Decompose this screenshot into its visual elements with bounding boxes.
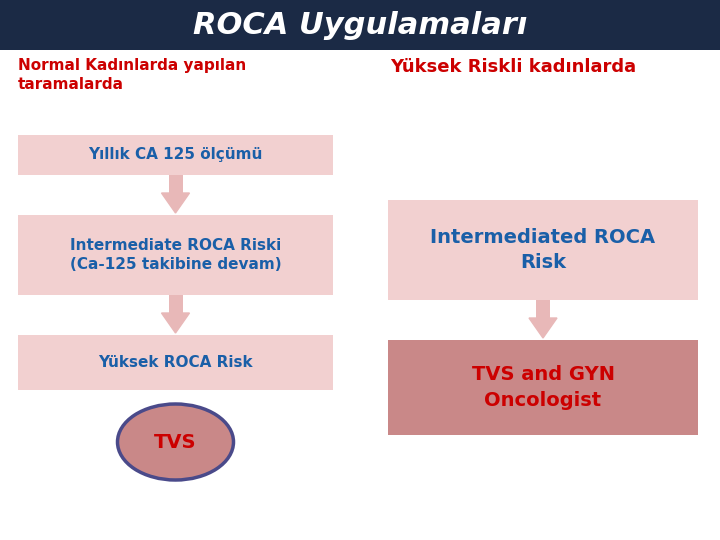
FancyBboxPatch shape <box>536 300 550 318</box>
Polygon shape <box>161 313 189 333</box>
Text: TVS: TVS <box>154 433 197 451</box>
FancyBboxPatch shape <box>18 335 333 390</box>
Text: Yıllık CA 125 ölçümü: Yıllık CA 125 ölçümü <box>89 147 263 163</box>
FancyBboxPatch shape <box>168 295 182 313</box>
FancyBboxPatch shape <box>0 0 720 50</box>
Ellipse shape <box>117 404 233 480</box>
Text: Intermediated ROCA
Risk: Intermediated ROCA Risk <box>431 228 656 272</box>
FancyBboxPatch shape <box>388 200 698 300</box>
Text: ROCA Uygulamaları: ROCA Uygulamaları <box>193 10 527 39</box>
Text: Yüksek Riskli kadınlarda: Yüksek Riskli kadınlarda <box>390 58 636 76</box>
Polygon shape <box>161 193 189 213</box>
FancyBboxPatch shape <box>388 340 698 435</box>
Text: Normal Kadınlarda yapılan
taramalarda: Normal Kadınlarda yapılan taramalarda <box>18 58 246 92</box>
Polygon shape <box>529 318 557 338</box>
Text: Intermediate ROCA Riski
(Ca-125 takibine devam): Intermediate ROCA Riski (Ca-125 takibine… <box>70 238 282 272</box>
FancyBboxPatch shape <box>168 175 182 193</box>
Text: Yüksek ROCA Risk: Yüksek ROCA Risk <box>98 355 253 370</box>
Text: TVS and GYN
Oncologist: TVS and GYN Oncologist <box>472 366 614 409</box>
FancyBboxPatch shape <box>18 215 333 295</box>
FancyBboxPatch shape <box>18 135 333 175</box>
